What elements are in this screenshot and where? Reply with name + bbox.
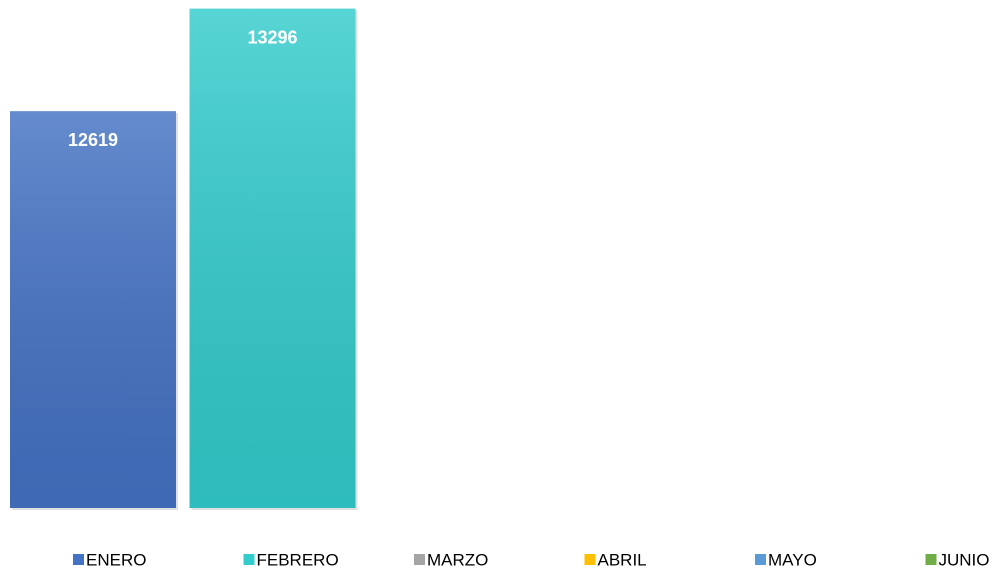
legend-marker [414, 554, 425, 565]
legend-label: ENERO [86, 550, 146, 569]
value-label: 12619 [68, 130, 118, 150]
legend-marker [243, 554, 255, 565]
legend-marker [73, 554, 84, 565]
legend-label: MARZO [427, 550, 488, 569]
value-label: 13296 [247, 27, 297, 47]
bar-shade [189, 8, 356, 509]
legend-label: FEBRERO [257, 550, 339, 569]
legend-marker [755, 554, 766, 565]
legend-marker [925, 554, 937, 565]
legend-label: JUNIO [939, 550, 990, 569]
legend-label: MAYO [768, 550, 817, 569]
legend-marker [584, 554, 596, 565]
bar-shade [10, 111, 176, 508]
legend-label: ABRIL [598, 550, 647, 569]
